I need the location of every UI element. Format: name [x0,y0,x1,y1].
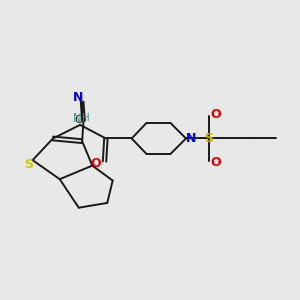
Text: O: O [211,156,221,169]
Text: S: S [24,158,33,171]
Text: O: O [90,157,101,170]
Text: O: O [211,108,221,121]
Text: N: N [73,91,83,104]
Text: N: N [73,112,82,124]
Text: N: N [185,132,196,145]
Text: C: C [74,115,82,125]
Text: S: S [205,132,214,145]
Text: H: H [82,113,89,123]
